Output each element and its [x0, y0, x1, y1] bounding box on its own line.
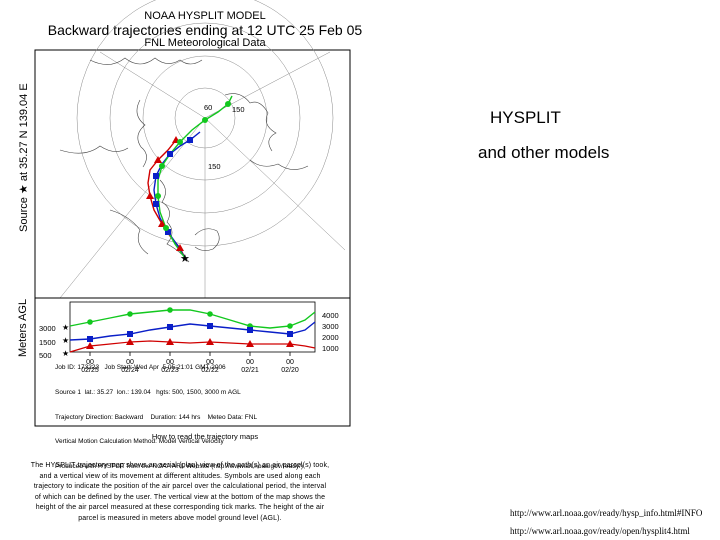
profile-plot-area [69, 301, 316, 353]
metadata-line: Produced with HYSPLIT from the NOAA ARL … [55, 462, 304, 470]
right-axis-label-1000: 1000 [322, 344, 339, 353]
chart-title-line1: NOAA HYSPLIT MODEL [144, 10, 266, 22]
x-tick-hour: 00 [206, 359, 214, 366]
map-coastlines [59, 57, 309, 263]
left-axis-label-1500: 1500 [39, 338, 56, 347]
left-axis-label-3000: 3000 [39, 324, 56, 333]
right-axis-label-3000: 3000 [322, 322, 339, 331]
hysplit-info-link[interactable]: http://www.arl.noaa.gov/ready/hysp_info.… [510, 508, 703, 518]
x-tick-date: 02/25 [81, 367, 99, 374]
x-tick-hour: 00 [86, 359, 94, 366]
map-graticule [59, 0, 346, 299]
source-star-icon: ★ [62, 349, 69, 358]
right-axis-label-2000: 2000 [322, 333, 339, 342]
profile-green-3000m [69, 309, 316, 329]
chart-title-line2: Backward trajectories ending at 12 UTC 2… [47, 22, 363, 38]
trajectory-blue-markers [153, 137, 193, 235]
profile-green-markers [87, 307, 293, 329]
slide-subtitle: and other models [478, 143, 610, 162]
metadata-line: Source 1 lat.: 35.27 lon.: 139.04 hgts: … [55, 389, 241, 397]
x-tick-hour: 00 [166, 359, 174, 366]
source-star-icon: ★ [180, 253, 190, 265]
source-star-icon: ★ [62, 323, 69, 332]
metadata-line: Trajectory Direction: Backward Duration:… [55, 413, 258, 421]
x-tick-date: 02/23 [161, 367, 179, 374]
map-label-60: 60 [204, 103, 212, 112]
hysplit4-link[interactable]: http://www.arl.noaa.gov/ready/open/hyspl… [510, 526, 690, 536]
howto-description: The HYSPLIT trajectory map shows an aeri… [30, 462, 330, 522]
profile-panel [34, 297, 351, 427]
source-star-icon: ★ [62, 336, 69, 345]
x-tick-date: 02/21 [241, 367, 259, 374]
map-panel [34, 49, 351, 299]
right-axis-label-4000: 4000 [322, 311, 339, 320]
map-label-150-a: 150 [232, 105, 245, 114]
trajectory-red-markers [146, 136, 184, 251]
slide-title: HYSPLIT [490, 108, 561, 127]
profile-red-markers [86, 338, 294, 349]
x-tick-hour: 00 [246, 359, 254, 366]
profile-blue-1500m [69, 321, 316, 341]
metadata-line: Vertical Motion Calculation Method: Mode… [55, 438, 224, 446]
x-tick-hour: 00 [286, 359, 294, 366]
profile-x-ticks: 0002/250002/240002/230002/220002/210002/… [81, 352, 299, 374]
howto-heading: How to read the trajectory maps [151, 432, 259, 441]
x-tick-date: 02/22 [201, 367, 219, 374]
profile-blue-markers [87, 323, 293, 342]
x-tick-hour: 00 [126, 359, 134, 366]
x-tick-date: 02/24 [121, 367, 139, 374]
metadata-line: Job ID: 173223 Job Start: Wed Apr 5 05:2… [55, 364, 226, 372]
trajectory-green-markers [155, 101, 231, 231]
chart-title-line3: FNL Meteorological Data [144, 37, 266, 49]
x-tick-date: 02/20 [281, 367, 299, 374]
model-metadata: Job ID: 173223 Job Start: Wed Apr 5 05:2… [55, 348, 355, 479]
left-axis-label-500: 500 [39, 351, 52, 360]
map-label-150-b: 150 [208, 162, 221, 171]
profile-red-500m [69, 340, 316, 353]
